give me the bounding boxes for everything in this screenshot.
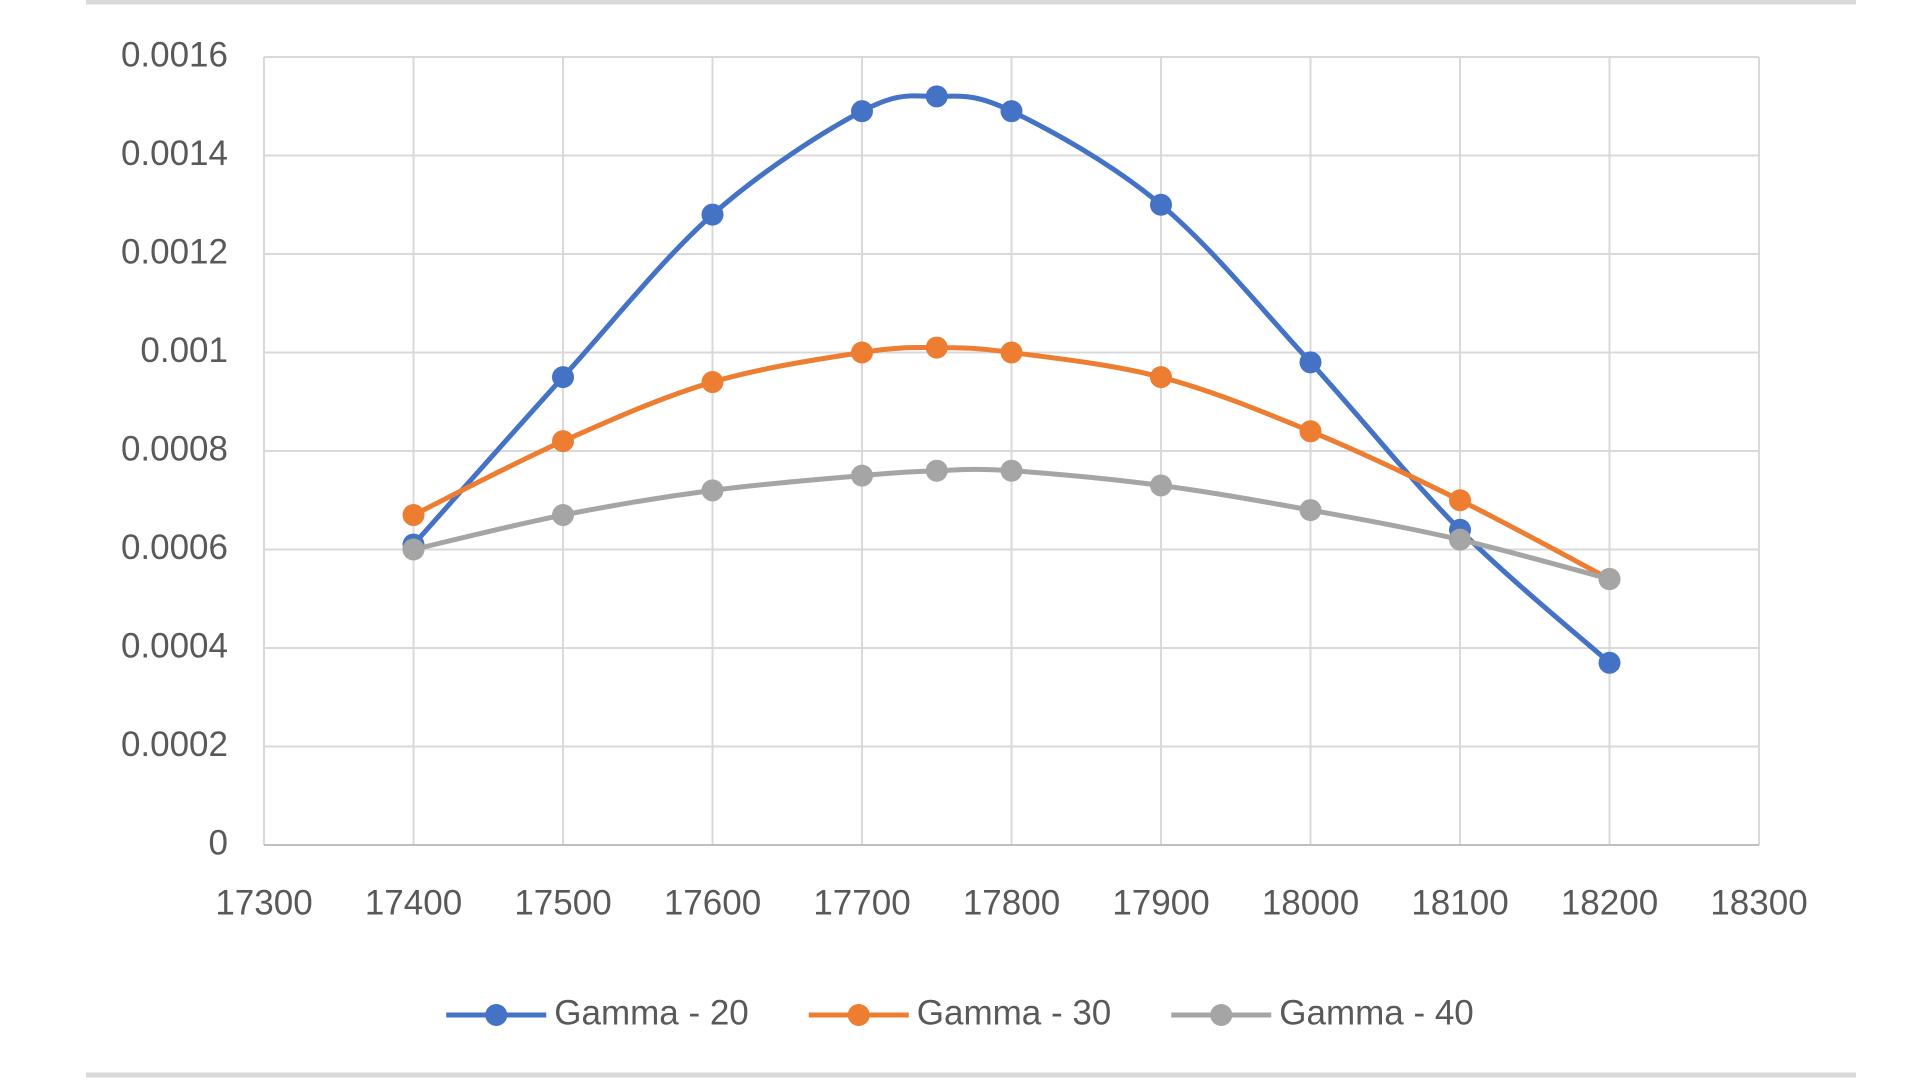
x-tick-label: 17900: [1112, 883, 1209, 922]
x-tick-label: 17800: [963, 883, 1060, 922]
point: [1449, 528, 1471, 551]
x-tick-label: 18200: [1561, 883, 1658, 922]
y-tick-label: 0.0006: [121, 528, 228, 567]
point: [925, 336, 948, 359]
x-tick-label: 17500: [514, 883, 611, 922]
x-tick-label: 18000: [1262, 883, 1359, 922]
legend-label: Gamma - 40: [1279, 993, 1474, 1032]
legend-swatch-marker: [1210, 1004, 1233, 1026]
y-tick-label: 0.001: [140, 331, 228, 370]
y-tick-label: 0.0004: [121, 626, 228, 665]
legend-swatch-marker: [485, 1004, 508, 1026]
point: [1299, 499, 1322, 522]
point: [552, 430, 574, 453]
x-tick-label: 18300: [1710, 883, 1807, 922]
point: [1598, 651, 1621, 674]
point: [1000, 459, 1023, 482]
point: [851, 100, 873, 123]
point: [851, 341, 873, 364]
legend-label: Gamma - 20: [554, 993, 749, 1032]
series-line: [412, 345, 1611, 582]
y-tick-label: 0.0008: [121, 429, 228, 468]
point: [1449, 489, 1471, 512]
point: [851, 464, 873, 487]
point: [1150, 366, 1172, 389]
point: [1299, 351, 1322, 374]
point: [1598, 568, 1621, 591]
x-tick-label: 18100: [1411, 883, 1508, 922]
y-tick-label: 0.0014: [121, 134, 228, 173]
point: [552, 366, 574, 389]
point: [925, 85, 948, 108]
y-tick-label: 0.0016: [121, 35, 228, 74]
point: [552, 504, 574, 527]
point: [1150, 193, 1172, 216]
point: [701, 371, 724, 394]
legend-label: Gamma - 30: [917, 993, 1112, 1032]
legend-swatch-marker: [847, 1004, 870, 1026]
point: [701, 203, 724, 226]
x-tick-label: 17700: [813, 883, 910, 922]
x-tick-label: 17600: [664, 883, 761, 922]
y-tick-label: 0: [209, 823, 228, 862]
point: [402, 538, 425, 561]
point: [925, 459, 948, 482]
point: [402, 504, 425, 527]
point: [701, 479, 724, 502]
y-tick-label: 0.0002: [121, 725, 228, 764]
x-tick-label: 17300: [215, 883, 312, 922]
x-tick-label: 17400: [365, 883, 462, 922]
point: [1150, 474, 1172, 497]
y-tick-label: 0.0012: [121, 232, 228, 271]
series-line: [412, 466, 1611, 582]
point: [1299, 420, 1322, 443]
point: [1000, 341, 1023, 364]
point: [1000, 100, 1023, 123]
